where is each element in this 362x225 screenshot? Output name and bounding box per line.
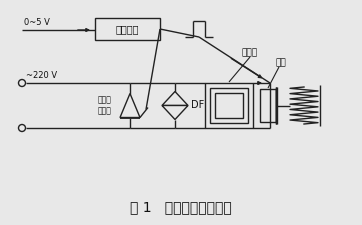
Polygon shape — [162, 106, 188, 119]
Bar — [205, 83, 253, 128]
Bar — [95, 18, 160, 40]
Text: 图 1   电振机控制原理图: 图 1 电振机控制原理图 — [130, 200, 232, 214]
Polygon shape — [162, 92, 188, 106]
Bar — [210, 88, 248, 123]
Text: 衔铁: 衔铁 — [275, 58, 286, 67]
Text: 触发电路: 触发电路 — [116, 24, 139, 34]
Polygon shape — [120, 94, 140, 117]
Bar — [260, 89, 276, 122]
Text: 电磁铁: 电磁铁 — [242, 48, 258, 57]
Bar — [215, 93, 243, 118]
Text: DF: DF — [191, 101, 204, 110]
Text: 可控硅
晶闸管: 可控硅 晶闸管 — [98, 96, 112, 115]
Text: ~220 V: ~220 V — [26, 71, 57, 80]
Text: 0~5 V: 0~5 V — [24, 18, 50, 27]
